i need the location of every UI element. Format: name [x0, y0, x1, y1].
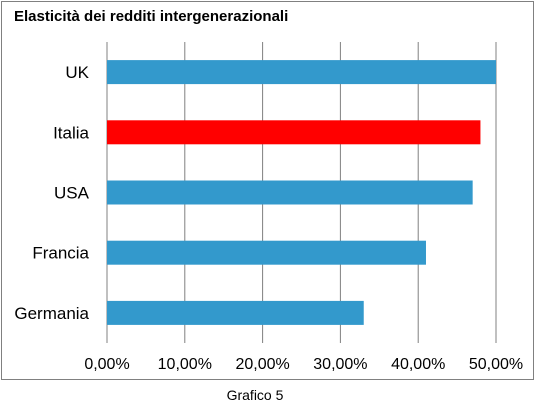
category-label: USA: [54, 184, 90, 203]
figure-caption: Grafico 5: [226, 387, 284, 403]
category-label: UK: [65, 63, 89, 82]
category-labels: UK Italia USA Francia Germania: [14, 63, 89, 323]
x-tick-label: 20,00%: [235, 356, 289, 373]
bar-uk: [107, 60, 496, 85]
category-label: Germania: [14, 304, 89, 323]
bar-germania: [107, 300, 364, 325]
category-label: Italia: [53, 123, 89, 142]
bar-usa: [107, 180, 473, 205]
chart-title: Elasticità dei redditi intergenerazional…: [14, 8, 289, 25]
x-tick-label: 30,00%: [313, 356, 367, 373]
x-tick-label: 50,00%: [469, 356, 523, 373]
bar-francia: [107, 240, 426, 265]
bars: [107, 60, 496, 325]
x-tick-label: 0,00%: [84, 356, 129, 373]
bar-italia: [107, 120, 481, 145]
x-tick-label: 10,00%: [158, 356, 212, 373]
tick-labels: 0,00% 10,00% 20,00% 30,00% 40,00% 50,00%: [84, 356, 523, 373]
bar-chart: UK Italia USA Francia Germania 0,00% 10,00% 20…: [14, 42, 523, 373]
x-tick-label: 40,00%: [391, 356, 445, 373]
category-label: Francia: [32, 244, 89, 263]
